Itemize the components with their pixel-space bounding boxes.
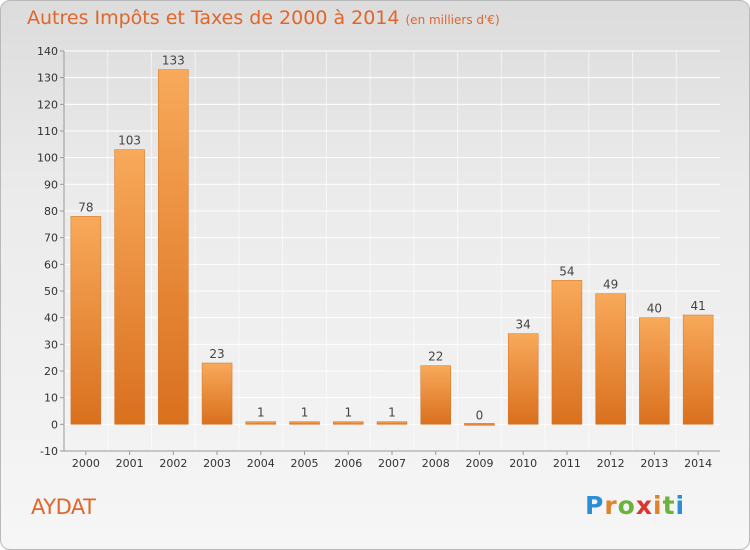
x-tick-label-2006: 2006 xyxy=(334,457,362,470)
y-tick-label: 0 xyxy=(51,418,58,431)
y-tick-label: 20 xyxy=(44,365,58,378)
bar-2013 xyxy=(639,317,670,425)
bar-2011 xyxy=(551,280,583,425)
y-tick-label: 50 xyxy=(44,285,58,298)
data-label-2005: 1 xyxy=(301,406,309,420)
y-tick-label: 40 xyxy=(44,312,58,325)
data-label-2003: 23 xyxy=(209,347,224,361)
data-label-2002: 133 xyxy=(162,54,185,68)
x-tick-label-2013: 2013 xyxy=(640,457,668,470)
x-tick-label-2005: 2005 xyxy=(291,457,319,470)
x-tick-label-2004: 2004 xyxy=(247,457,275,470)
x-tick-label-2014: 2014 xyxy=(684,457,712,470)
y-tick-label: 30 xyxy=(44,338,58,351)
data-label-2004: 1 xyxy=(257,406,265,420)
y-tick-label: 60 xyxy=(44,258,58,271)
data-label-2000: 78 xyxy=(78,200,93,214)
y-tick-label: 10 xyxy=(44,392,58,405)
x-tick-label-2010: 2010 xyxy=(509,457,537,470)
y-tick-label: 140 xyxy=(37,45,58,58)
data-label-2013: 40 xyxy=(647,302,662,316)
data-label-2011: 54 xyxy=(559,264,574,278)
data-label-2001: 103 xyxy=(118,134,141,148)
y-tick-label: 130 xyxy=(37,72,58,85)
x-tick-label-2011: 2011 xyxy=(553,457,581,470)
data-label-2010: 34 xyxy=(516,318,531,332)
data-label-2006: 1 xyxy=(344,406,352,420)
bar-2010 xyxy=(507,333,539,425)
x-tick-label-2000: 2000 xyxy=(72,457,100,470)
bar-2008 xyxy=(420,365,451,425)
y-tick-label: 110 xyxy=(37,125,58,138)
y-tick-label: 90 xyxy=(44,178,58,191)
y-tick-label: 80 xyxy=(44,205,58,218)
data-label-2008: 22 xyxy=(428,350,443,364)
x-tick-label-2003: 2003 xyxy=(203,457,231,470)
data-label-2007: 1 xyxy=(388,406,396,420)
bar-2003 xyxy=(201,362,233,425)
bar-2005 xyxy=(289,421,320,425)
x-tick-label-2002: 2002 xyxy=(159,457,187,470)
y-tick-label: 100 xyxy=(37,152,58,165)
bar-2000 xyxy=(70,216,102,425)
x-tick-label-2001: 2001 xyxy=(116,457,144,470)
bar-2014 xyxy=(682,314,714,425)
proxiti-logo[interactable]: Proxiti xyxy=(585,491,686,520)
bar-2001 xyxy=(114,149,145,425)
bar-2002 xyxy=(158,69,189,425)
x-tick-label-2009: 2009 xyxy=(465,457,493,470)
bar-2006 xyxy=(333,421,364,425)
x-tick-label-2008: 2008 xyxy=(422,457,450,470)
bar-2012 xyxy=(595,293,626,425)
x-tick-label-2012: 2012 xyxy=(597,457,625,470)
bar-2007 xyxy=(376,421,408,425)
x-tick-label-2007: 2007 xyxy=(378,457,406,470)
bar-2004 xyxy=(245,421,277,425)
y-tick-label: 120 xyxy=(37,98,58,111)
chart-title-text: Autres Impôts et Taxes de 2000 à 2014 xyxy=(27,7,400,29)
data-label-2012: 49 xyxy=(603,278,618,292)
chart-title: Autres Impôts et Taxes de 2000 à 2014 (en… xyxy=(27,7,500,29)
chart-subtitle: (en milliers d'€) xyxy=(405,13,500,27)
y-tick-label: -10 xyxy=(40,445,58,458)
data-label-2014: 41 xyxy=(690,299,705,313)
y-tick-label: 70 xyxy=(44,232,58,245)
bar-2009 xyxy=(464,423,495,426)
commune-name: AYDAT xyxy=(31,495,96,519)
data-label-2009: 0 xyxy=(476,408,484,422)
